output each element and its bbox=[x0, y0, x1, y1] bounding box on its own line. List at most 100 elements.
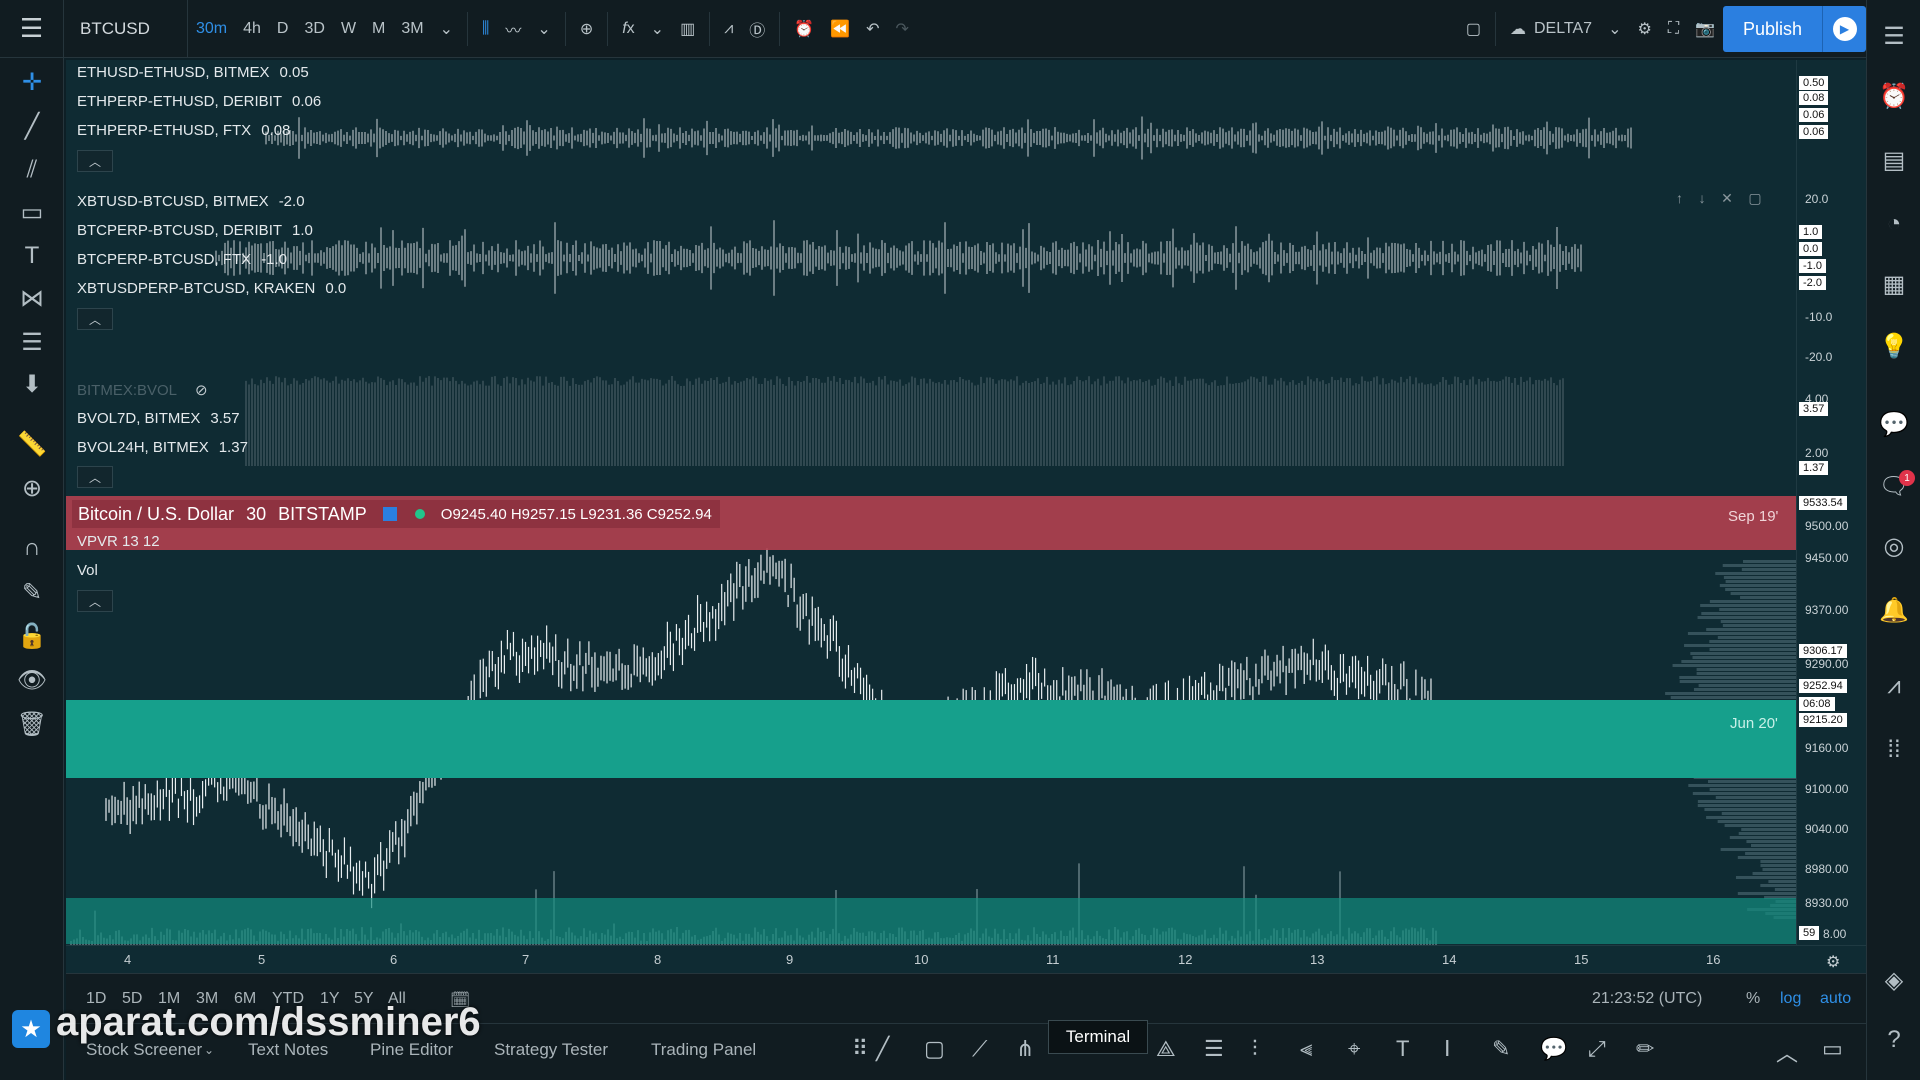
maximize-panel-icon[interactable]: ▭ bbox=[1822, 1036, 1843, 1061]
anchored-text-fav-icon[interactable]: Ⅰ bbox=[1444, 1036, 1451, 1061]
interval-m[interactable]: M bbox=[372, 19, 386, 37]
interval-4h[interactable]: 4h bbox=[243, 19, 261, 37]
crosshair-icon[interactable]: ✛ bbox=[21, 68, 43, 96]
compare-icon[interactable]: ⊕ bbox=[579, 20, 594, 38]
cloud-icon[interactable]: ☁ bbox=[1509, 21, 1526, 38]
watchlist-icon[interactable]: ☰ bbox=[1883, 22, 1905, 50]
path-fav-icon[interactable]: ⟋ bbox=[972, 1036, 988, 1061]
layout-icon[interactable]: ▢ bbox=[1465, 21, 1481, 38]
eye-off-icon[interactable]: ⊘ bbox=[195, 382, 208, 399]
range-1d[interactable]: 1D bbox=[86, 990, 107, 1007]
icons-tool-icon[interactable]: ⬇ bbox=[21, 370, 43, 398]
fib-channel-fav-icon[interactable]: ⫷ bbox=[1300, 1036, 1313, 1061]
pattern-icon[interactable]: ⋈ bbox=[20, 284, 44, 312]
fib-fav-icon[interactable]: ☰ bbox=[1204, 1036, 1224, 1061]
price-scale[interactable]: 0.50 0.08 0.06 0.06 20.0 1.0 0.0 -1.0 -2… bbox=[1796, 60, 1866, 945]
callout-fav-icon[interactable]: 💬 bbox=[1540, 1036, 1568, 1061]
fib-icon[interactable]: ⫽ bbox=[26, 156, 38, 183]
log-toggle[interactable]: log bbox=[1780, 990, 1802, 1007]
percent-toggle[interactable]: % bbox=[1746, 990, 1761, 1007]
menu-icon[interactable]: ☰ bbox=[0, 0, 64, 58]
layers-icon[interactable]: ◈ bbox=[1884, 966, 1904, 994]
pin-fav-icon[interactable]: ⌖ bbox=[1348, 1036, 1361, 1061]
collapse-pane2-button[interactable]: ︿ bbox=[77, 308, 113, 330]
lock-icon[interactable]: 🔓 bbox=[17, 622, 47, 650]
line-chart-icon[interactable]: 〰 bbox=[505, 22, 522, 40]
time-axis[interactable]: 4 5 6 7 8 9 10 11 12 13 14 15 16 ⚙ bbox=[66, 945, 1866, 973]
magnet-icon[interactable]: ∩ bbox=[23, 534, 41, 561]
pencil-fav-icon[interactable]: ✏ bbox=[1636, 1036, 1655, 1061]
indicators-dropdown-icon[interactable]: ⌄ bbox=[650, 20, 665, 38]
ideas-icon[interactable]: Ⓓ bbox=[749, 22, 766, 40]
collapse-pane1-button[interactable]: ︿ bbox=[77, 150, 113, 172]
replay-icon[interactable]: ⏪ bbox=[830, 20, 851, 38]
order-panel-icon[interactable]: ⩘ bbox=[1887, 672, 1901, 699]
tab-pine-editor[interactable]: Pine Editor bbox=[370, 1040, 454, 1059]
streams-icon[interactable]: ◎ bbox=[1883, 532, 1905, 560]
trash-icon[interactable]: 🗑 bbox=[16, 710, 48, 738]
indicator-vol[interactable]: Vol bbox=[77, 562, 98, 579]
dom-icon[interactable]: ⁞⁞ bbox=[1887, 736, 1901, 763]
range-ytd[interactable]: YTD bbox=[272, 990, 304, 1007]
alert-icon[interactable]: ⏰ bbox=[794, 20, 815, 38]
interval-3d[interactable]: 3D bbox=[304, 19, 325, 37]
zoom-icon[interactable]: ⊕ bbox=[21, 474, 43, 502]
shape-icon[interactable]: ▭ bbox=[20, 198, 44, 226]
help-icon[interactable]: ? bbox=[1887, 1026, 1901, 1053]
range-1y[interactable]: 1Y bbox=[320, 990, 340, 1007]
layout-name[interactable]: DELTA7 bbox=[1533, 20, 1593, 37]
candles-icon[interactable]: ⫼ bbox=[482, 19, 490, 37]
fan-fav-icon[interactable]: ⟁ bbox=[1156, 1036, 1176, 1061]
interval-30m[interactable]: 30m bbox=[196, 19, 228, 37]
ideas-bulb-icon[interactable]: 💡 bbox=[1879, 332, 1909, 360]
hotlist-icon[interactable]: ◔ bbox=[1886, 210, 1902, 237]
prediction-icon[interactable]: ☰ bbox=[21, 328, 43, 356]
range-5y[interactable]: 5Y bbox=[354, 990, 374, 1007]
stay-drawing-icon[interactable]: ✎ bbox=[21, 578, 43, 606]
goto-date-icon[interactable]: 🗓 bbox=[450, 992, 471, 1009]
tab-text-notes[interactable]: Text Notes bbox=[248, 1040, 329, 1059]
text-tool-icon[interactable]: T bbox=[24, 242, 40, 269]
tab-strategy-tester[interactable]: Strategy Tester bbox=[494, 1040, 609, 1059]
interval-3m[interactable]: 3M bbox=[401, 19, 424, 37]
templates-icon[interactable]: ⩘ bbox=[724, 19, 734, 37]
indicator-vpvr[interactable]: VPVR 13 12 bbox=[77, 533, 160, 550]
calendar-icon[interactable]: ▦ bbox=[1882, 270, 1906, 298]
eye-icon[interactable]: 👁 bbox=[16, 666, 48, 694]
chevron-down-icon[interactable]: ⌄ bbox=[204, 1043, 215, 1057]
brush-fav-icon[interactable]: ✎ bbox=[1492, 1036, 1511, 1061]
move-down-icon[interactable]: ↓ bbox=[1698, 190, 1706, 206]
camera-icon[interactable]: 📷 bbox=[1695, 21, 1715, 38]
interval-w[interactable]: W bbox=[340, 19, 357, 37]
settings-icon[interactable]: ⚙ bbox=[1637, 21, 1652, 38]
layout-dropdown-icon[interactable]: ⌄ bbox=[1608, 21, 1622, 38]
redo-icon[interactable]: ↷ bbox=[895, 20, 909, 38]
text-fav-icon[interactable]: T bbox=[1396, 1036, 1410, 1061]
interval-dropdown-icon[interactable]: ⌄ bbox=[439, 20, 454, 38]
rectangle-fav-icon[interactable]: ▢ bbox=[924, 1036, 945, 1061]
pitchfork-fav-icon[interactable]: ⋔ bbox=[1016, 1036, 1035, 1061]
ruler-icon[interactable]: 📏 bbox=[17, 430, 47, 458]
alerts-clock-icon[interactable]: ⏰ bbox=[1879, 82, 1909, 110]
main-symbol-title[interactable]: Bitcoin / U.S. Dollar bbox=[78, 503, 235, 524]
chat-icon[interactable]: 💬 bbox=[1879, 410, 1909, 438]
chart-type-dropdown-icon[interactable]: ⌄ bbox=[537, 20, 551, 38]
move-up-icon[interactable]: ↑ bbox=[1676, 190, 1683, 206]
flag-icon[interactable] bbox=[382, 507, 397, 521]
auto-toggle[interactable]: auto bbox=[1820, 990, 1852, 1007]
trendline-icon[interactable]: ╱ bbox=[24, 112, 40, 140]
maximize-pane-icon[interactable]: ▢ bbox=[1748, 190, 1762, 206]
range-all[interactable]: All bbox=[388, 990, 406, 1007]
financials-icon[interactable]: ▥ bbox=[680, 20, 696, 38]
tab-trading-panel[interactable]: Trading Panel bbox=[651, 1040, 757, 1059]
collapse-pane3-button[interactable]: ︿ bbox=[77, 466, 113, 488]
chevron-up-icon[interactable]: ︿ bbox=[1776, 1041, 1799, 1066]
range-5d[interactable]: 5D bbox=[122, 990, 143, 1007]
fullscreen-icon[interactable]: ⛶ bbox=[1667, 20, 1680, 37]
symbol-search[interactable]: BTCUSD bbox=[64, 0, 188, 58]
data-window-icon[interactable]: ▤ bbox=[1882, 146, 1906, 174]
range-6m[interactable]: 6M bbox=[234, 990, 257, 1007]
play-button[interactable]: ▶ bbox=[1822, 6, 1866, 52]
clock-readout[interactable]: 21:23:52 (UTC) bbox=[1592, 990, 1703, 1007]
trendline-fav-icon[interactable]: ╱ bbox=[876, 1036, 890, 1061]
